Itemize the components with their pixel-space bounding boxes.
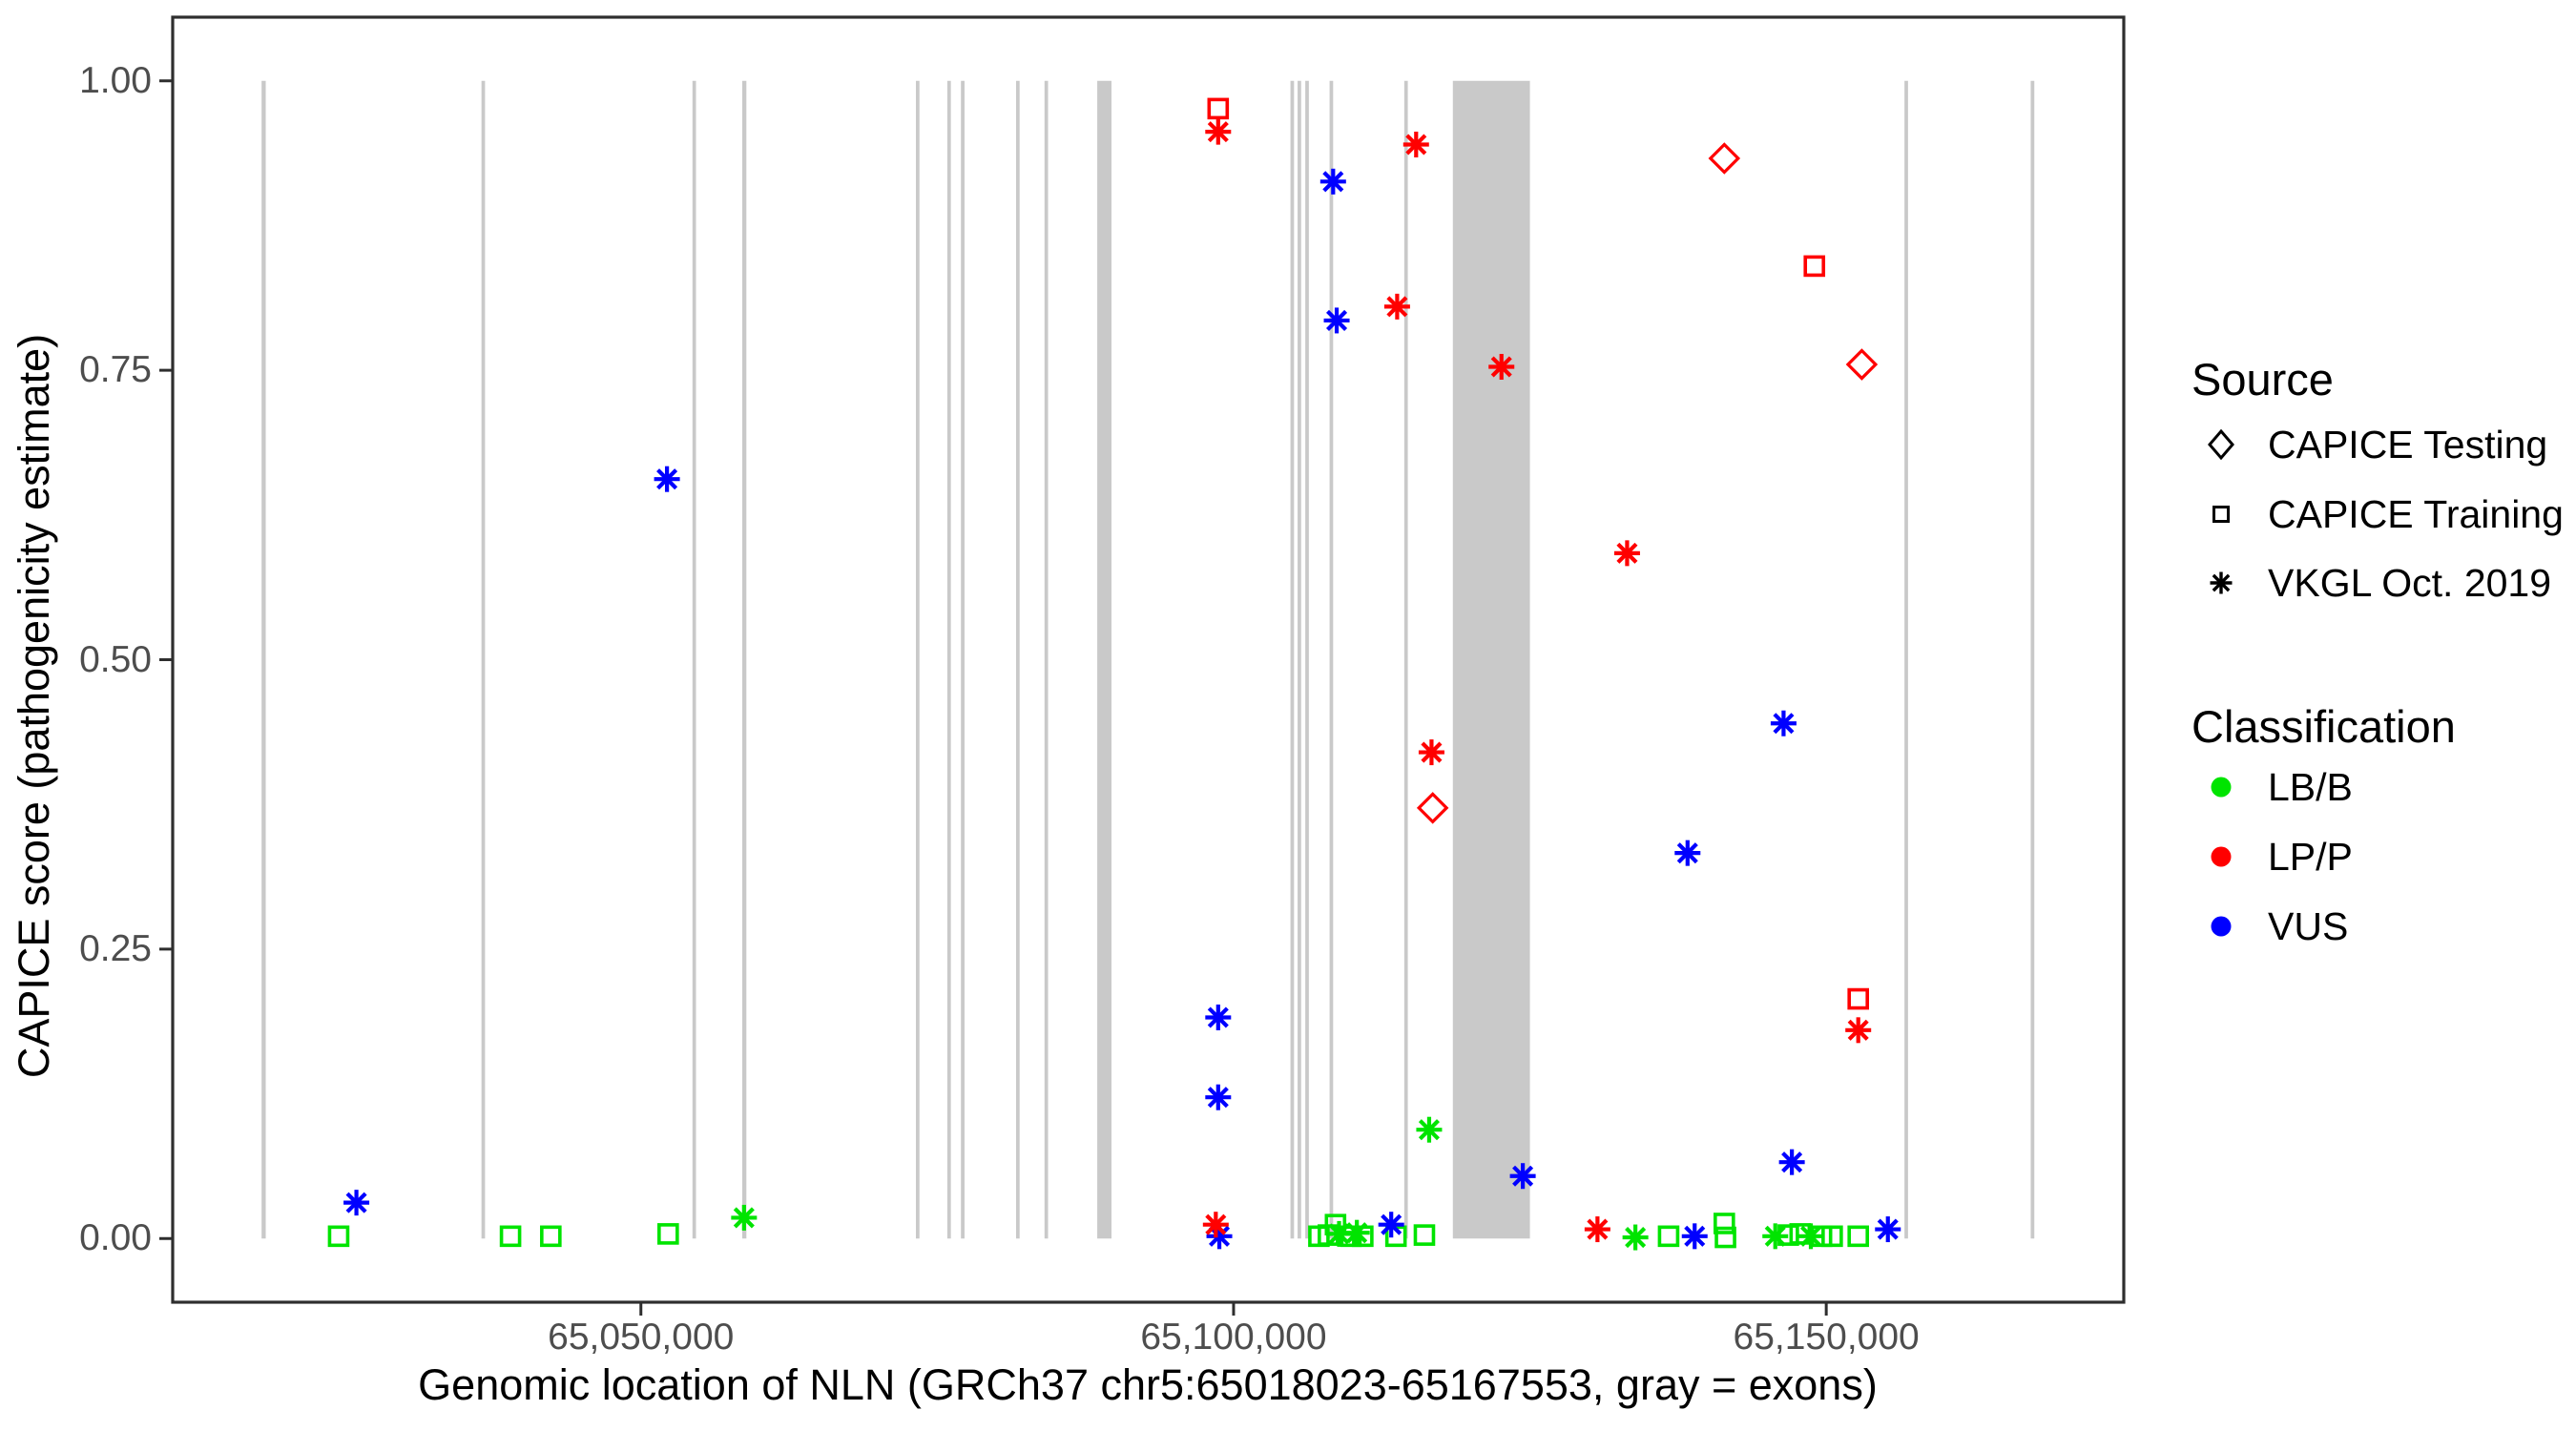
data-point-square [1803,255,1826,278]
exon-band [261,80,266,1239]
data-point-asterisk [1674,840,1701,866]
panel-border [171,15,2126,1304]
data-point-asterisk [1202,1212,1229,1238]
exon-band [692,80,696,1239]
diamond-legend-key-icon [2208,428,2234,461]
legend-item-label: CAPICE Testing [2268,423,2548,467]
data-point-square [1657,1225,1680,1248]
legend-classification-title: Classification [2192,701,2456,752]
data-point-asterisk [1343,1219,1370,1246]
data-point-asterisk [1681,1223,1708,1250]
data-point-square [1777,1224,1799,1246]
y-tick-label: 0.00 [79,1217,152,1259]
data-point-asterisk [1762,1223,1789,1250]
dot-legend-key-icon [2211,777,2232,798]
y-tick-label: 0.25 [79,927,152,969]
exon-band [1015,80,1020,1239]
exon-band [1452,80,1530,1239]
data-point-asterisk [1488,353,1515,380]
data-point-square [499,1225,522,1248]
data-point-asterisk [1323,307,1350,334]
exon-band [1290,80,1295,1239]
data-point-asterisk [1205,1084,1232,1110]
exon-band [1305,80,1309,1239]
exon-band [1329,80,1334,1239]
data-point-square [1847,987,1870,1010]
exon-band [946,80,951,1239]
x-tick-label: 65,150,000 [1733,1317,1920,1358]
data-point-asterisk [1383,293,1410,320]
data-point-diamond [1708,142,1741,175]
data-point-diamond [1845,348,1879,381]
data-point-asterisk [1402,131,1429,157]
exon-band [915,80,920,1239]
data-point-square [1847,1225,1870,1248]
data-point-asterisk [1319,168,1346,195]
data-point-square [1413,1224,1436,1246]
data-point-asterisk [1845,1017,1872,1044]
exon-band [961,80,965,1239]
exon-band [2030,80,2035,1239]
exon-band [1403,80,1408,1239]
data-point-asterisk [1778,1149,1805,1175]
data-point-asterisk [1416,1116,1443,1143]
x-axis-title: Genomic location of NLN (GRCh37 chr5:650… [418,1360,1878,1409]
data-point-square [1714,1213,1735,1234]
exon-band [1097,80,1111,1239]
data-point-asterisk [654,466,680,492]
x-tick-label: 65,050,000 [548,1317,735,1358]
y-tick-label: 0.50 [79,638,152,680]
data-point-square [1352,1225,1374,1248]
dot-legend-key-icon [2211,846,2232,867]
data-point-asterisk [1622,1224,1649,1251]
data-point-asterisk [731,1204,758,1231]
data-point-square [540,1225,562,1248]
exon-band [1298,80,1301,1239]
data-point-asterisk [1584,1216,1610,1243]
exon-band [1904,80,1908,1239]
dot-legend-key-icon [2211,916,2232,937]
exon-band [481,80,486,1239]
square-legend-key-icon [2212,505,2230,523]
data-point-square [327,1225,350,1248]
y-tick-label: 1.00 [79,59,152,101]
data-point-asterisk [1509,1163,1536,1190]
legend-item-label: VKGL Oct. 2019 [2268,561,2552,605]
exon-band [1044,80,1049,1239]
data-point-asterisk [1418,739,1444,766]
data-point-asterisk [343,1190,370,1216]
data-point-square [657,1223,679,1245]
asterisk-legend-key-icon [2210,571,2233,594]
legend-item-label: VUS [2268,904,2349,948]
data-point-asterisk [1378,1212,1404,1238]
legend-item-label: CAPICE Training [2268,491,2564,536]
legend-item-label: LB/B [2268,765,2353,809]
data-point-diamond [1416,792,1449,824]
x-tick-label: 65,100,000 [1140,1317,1327,1358]
data-point-square [1821,1225,1843,1248]
legend-source-title: Source [2192,354,2334,404]
data-point-square [1714,1226,1736,1249]
data-point-square [1207,97,1230,120]
exon-band [741,80,747,1239]
y-tick-label: 0.75 [79,349,152,391]
data-point-asterisk [1613,540,1640,567]
data-point-asterisk [1205,1004,1232,1030]
data-point-asterisk [1875,1216,1901,1243]
data-point-asterisk [1770,710,1797,736]
legend-item-label: LP/P [2268,835,2353,879]
data-point-asterisk [1205,118,1232,145]
